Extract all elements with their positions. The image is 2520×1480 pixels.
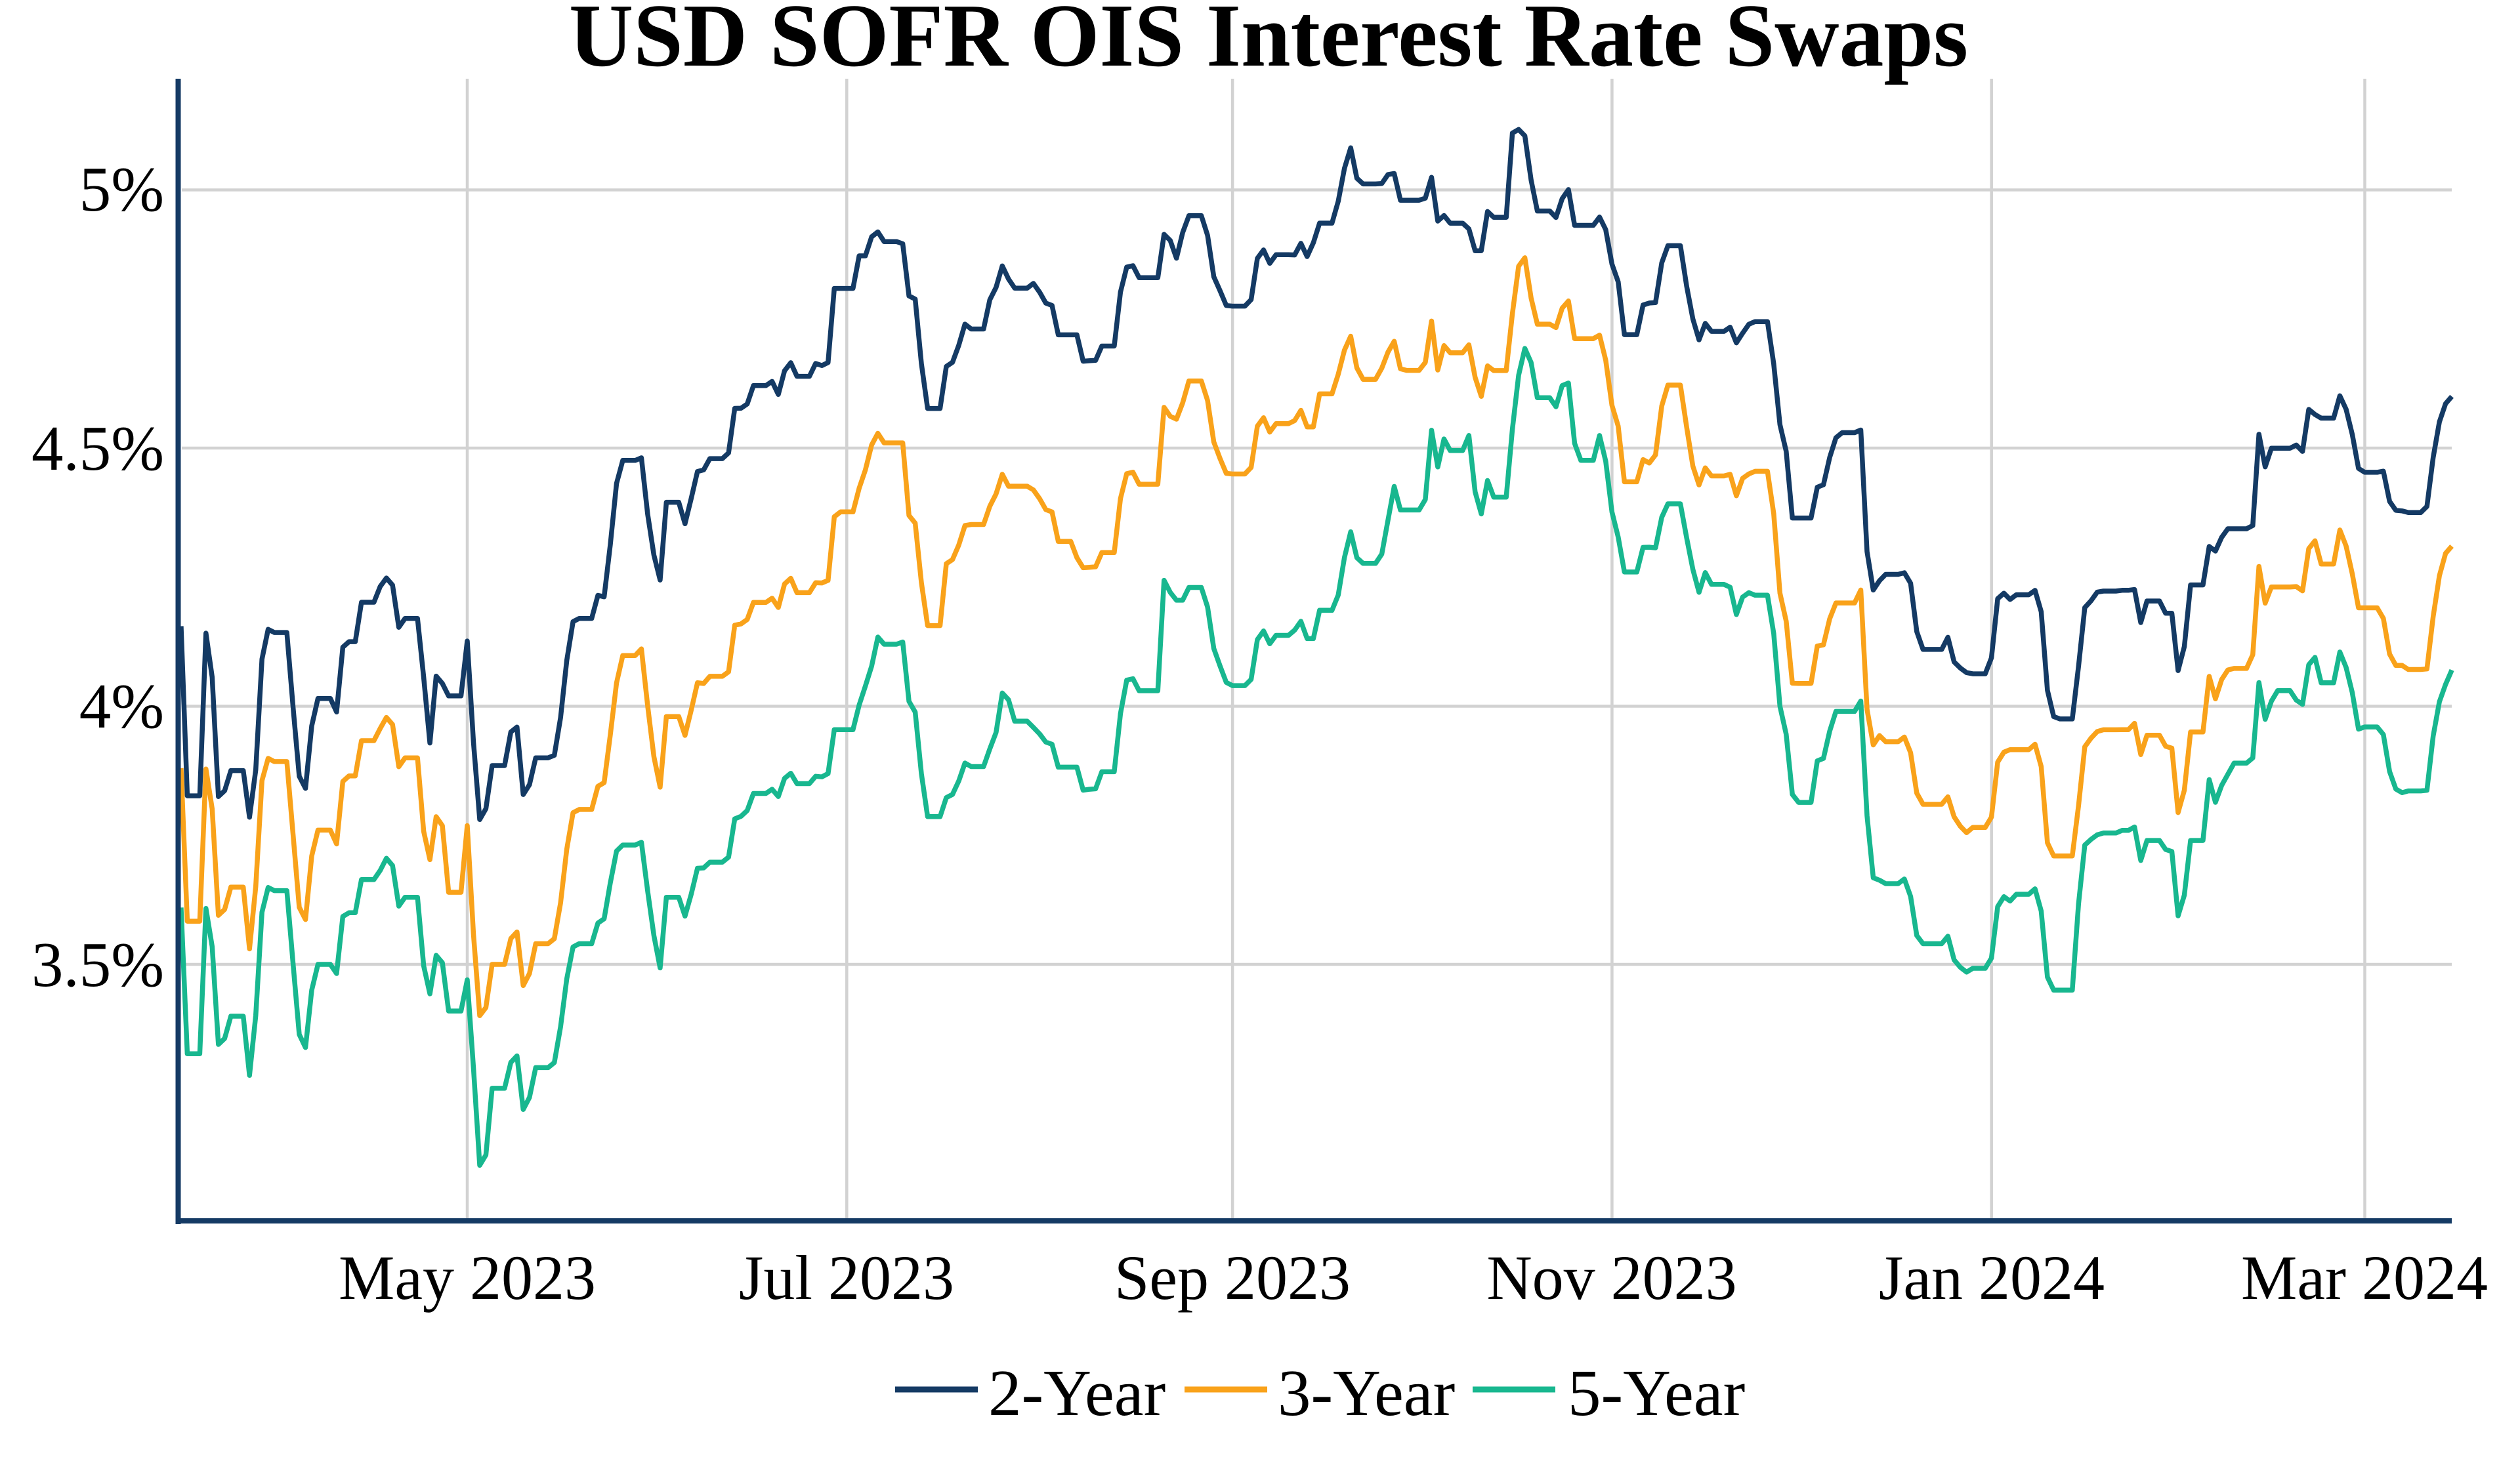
svg-text:Mar 2024: Mar 2024 — [2241, 1243, 2488, 1313]
svg-text:3-Year: 3-Year — [1278, 1356, 1455, 1429]
svg-text:May 2023: May 2023 — [339, 1243, 596, 1313]
svg-text:3.5%: 3.5% — [32, 930, 164, 1000]
svg-text:Jul 2023: Jul 2023 — [739, 1243, 954, 1313]
svg-text:4%: 4% — [79, 671, 164, 741]
svg-text:USD SOFR OIS Interest Rate Swa: USD SOFR OIS Interest Rate Swaps — [569, 0, 1968, 85]
svg-text:Jan 2024: Jan 2024 — [1879, 1243, 2105, 1313]
svg-text:4.5%: 4.5% — [32, 413, 164, 483]
svg-text:Nov 2023: Nov 2023 — [1486, 1243, 1736, 1313]
svg-text:5-Year: 5-Year — [1568, 1356, 1745, 1429]
svg-text:5%: 5% — [79, 154, 164, 224]
svg-text:2-Year: 2-Year — [988, 1356, 1166, 1429]
svg-text:Sep 2023: Sep 2023 — [1114, 1243, 1351, 1313]
